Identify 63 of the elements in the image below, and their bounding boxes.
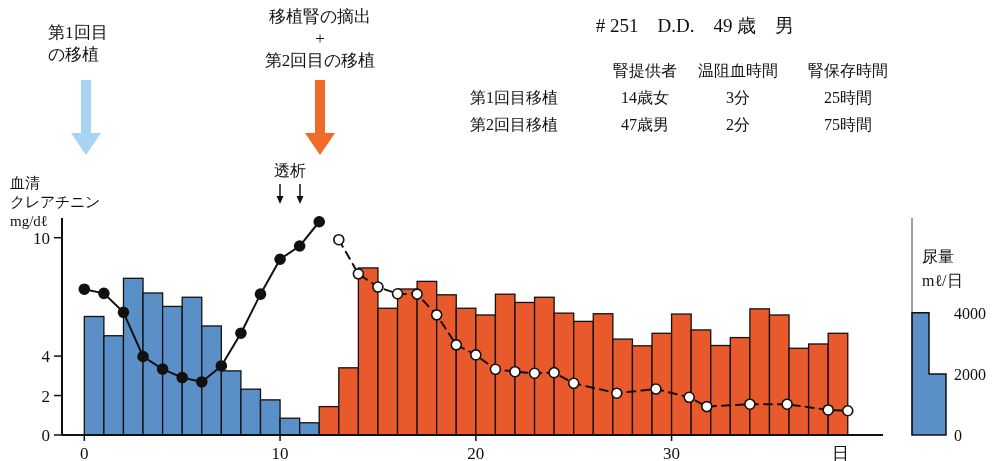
point (333, 233, 345, 246)
y-axis-title: 血清クレアチニン mg/dℓ (10, 175, 100, 229)
text: 腎提供者 (613, 62, 677, 79)
point (683, 391, 695, 404)
text: 第2回目移植 (470, 116, 558, 133)
point (650, 383, 662, 395)
point (430, 309, 443, 321)
point (98, 287, 110, 300)
y2-tick-label: 2000 (954, 365, 986, 383)
y2-axis-title: 尿量 mℓ/日 (922, 248, 963, 289)
point (195, 376, 208, 388)
point (78, 283, 91, 296)
y2-tick-label: 0 (954, 427, 962, 444)
point (509, 365, 521, 378)
y-tick-label: 2 (41, 386, 50, 406)
x-tick-label: 10 (271, 444, 289, 461)
point (450, 339, 463, 351)
point (822, 404, 834, 416)
point (215, 360, 228, 372)
point (274, 253, 286, 266)
text: 75時間 (824, 116, 872, 133)
text: 第1回目の移植 (48, 22, 109, 67)
point (352, 268, 365, 280)
text: 腎保存時間 (808, 62, 888, 79)
point (293, 240, 306, 252)
y-tick-label: 10 (33, 228, 50, 248)
point (744, 398, 756, 411)
point (372, 281, 384, 293)
text: 第1回目移植 (470, 89, 558, 106)
text: 2分 (726, 116, 750, 133)
point (391, 287, 404, 300)
x-tick-label: 20 (467, 444, 485, 461)
point (254, 288, 267, 300)
point (528, 367, 541, 380)
x-tick-label: 0 (80, 444, 89, 461)
point (313, 215, 326, 228)
y-tick-label: 0 (41, 426, 50, 445)
point (841, 404, 854, 417)
point (610, 387, 623, 399)
point (176, 371, 188, 384)
text: 移植腎の摘出 + 第2回目の移植 (263, 6, 377, 73)
text: 25時間 (824, 89, 872, 106)
text: 3分 (726, 89, 750, 106)
chart-title: # 251 D.D. 49 歳 男 (595, 15, 795, 36)
text: 温阻血時間 (698, 62, 778, 79)
point (781, 398, 793, 411)
point (567, 377, 580, 390)
point (470, 349, 482, 361)
point (117, 306, 130, 319)
x-tick-label: 30 (663, 444, 681, 461)
point (701, 400, 713, 413)
text: 透析 (274, 162, 306, 179)
y2-tick-label: 4000 (954, 304, 986, 322)
point (235, 327, 247, 340)
text: 14歳女 (621, 89, 669, 106)
text: 47歳男 (621, 116, 669, 133)
y-tick-label: 4 (41, 347, 51, 367)
point (156, 363, 169, 375)
point (137, 350, 149, 363)
point (548, 366, 560, 379)
point (489, 363, 502, 376)
x-axis-title: 日 (831, 444, 849, 461)
point (411, 288, 423, 300)
